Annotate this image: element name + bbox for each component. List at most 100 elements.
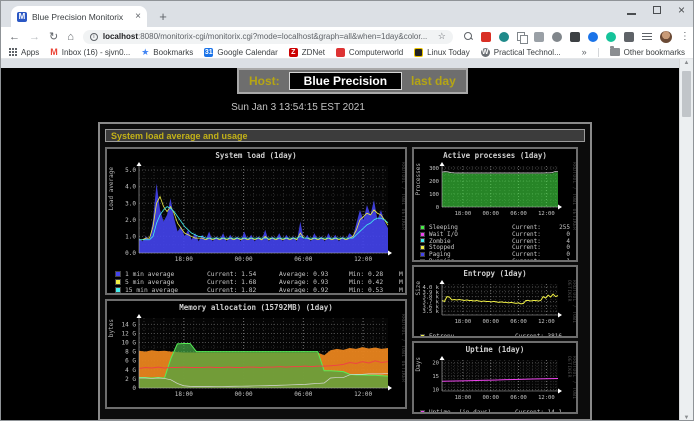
svg-text:00:00: 00:00 <box>235 256 253 263</box>
legend-swatch <box>420 410 425 412</box>
svg-text:12:00: 12:00 <box>538 395 555 401</box>
svg-text:200: 200 <box>429 179 439 185</box>
scroll-down-icon[interactable]: ▼ <box>683 415 690 421</box>
calendar-icon: 31 <box>204 47 214 57</box>
system-load-legend: 1 min average Current: 1.54 Average: 0.93 M… <box>109 270 403 294</box>
svg-text:06:00: 06:00 <box>510 211 527 217</box>
host-name[interactable]: Blue Precision <box>288 72 403 90</box>
svg-text:6 G: 6 G <box>125 358 136 365</box>
bookmark-apps[interactable]: Apps <box>9 48 39 57</box>
bookmark-google-calendar[interactable]: 31 Google Calendar <box>204 47 278 57</box>
extensions-puzzle-icon[interactable] <box>623 31 634 42</box>
mail-extension-icon[interactable] <box>480 31 491 42</box>
system-load-chart: 0.0 1.0 2.0 3.0 4.0 5.0 18:00 00:00 06:00 12:00 <box>109 161 403 269</box>
apps-grid-icon <box>9 48 17 56</box>
legend-text: Paging <box>429 251 451 259</box>
legend-text: Zombie <box>429 237 451 245</box>
browser-menu-icon[interactable]: ⋮ <box>679 30 690 42</box>
bookmark-star-icon[interactable]: ☆ <box>437 31 446 41</box>
reading-list-icon[interactable] <box>641 32 652 41</box>
legend-text: Max: 4.22 <box>399 270 403 278</box>
browser-toolbar: ← → ↻ ⌂ i localhost:8080/monitorix-cgi/m… <box>1 27 693 46</box>
bookmark-inbox[interactable]: M Inbox (16) - sjvn0... <box>50 47 130 57</box>
bookmark-linux-today[interactable]: Linux Today <box>414 47 470 57</box>
legend-text: 0 <box>566 230 570 238</box>
legend-text: Average: 0.93 <box>279 278 329 286</box>
bookmark-zdnet[interactable]: Z ZDNet <box>288 47 325 57</box>
entropy-ylabel: Size <box>415 281 422 296</box>
bookmark-computerworld[interactable]: Computerworld <box>335 47 403 57</box>
address-bar[interactable]: i localhost:8080/monitorix-cgi/monitorix… <box>82 29 453 44</box>
folder-icon <box>609 46 620 56</box>
page-scrollbar[interactable]: ▲ ▼ <box>679 59 693 421</box>
svg-text:10 G: 10 G <box>122 340 137 347</box>
uptime-chart: 10 15 20 18:00 00:00 06:00 12:00 <box>416 355 574 407</box>
maximize-icon[interactable] <box>652 6 661 14</box>
legend-text: 15 min average <box>125 286 179 294</box>
svg-text:15: 15 <box>432 374 439 380</box>
other-bookmarks[interactable]: Other bookmarks <box>609 46 685 57</box>
bookmark-bookmarks[interactable]: ★ Bookmarks <box>141 47 193 58</box>
uptime-panel: Uptime (1day) Days 10 15 20 18:00 00:00 06:00… <box>412 341 578 414</box>
chart-svg: 0.0 1.0 2.0 3.0 4.0 5.0 18:00 00:00 06:00 12:00 <box>125 162 392 263</box>
legend-text: Current: <box>512 244 541 252</box>
grammarly-extension-icon[interactable] <box>605 31 616 42</box>
legend-swatch <box>297 407 303 409</box>
home-icon[interactable]: ⌂ <box>67 30 74 43</box>
svg-text:5.0: 5.0 <box>125 167 136 174</box>
svg-text:18:00: 18:00 <box>455 211 472 217</box>
copy-extension-icon[interactable] <box>516 31 528 44</box>
svg-text:8 G: 8 G <box>125 349 136 356</box>
svg-text:06:00: 06:00 <box>510 395 527 401</box>
uptime-chart-title: Uptime (1day) <box>465 345 525 354</box>
legend-row: Used Cached Buffers Active Inactive <box>109 406 403 409</box>
reload-icon[interactable]: ↻ <box>49 30 59 43</box>
bookmark-label: Inbox (16) - sjvn0... <box>61 47 131 57</box>
legend-text: 5 min average <box>125 278 175 286</box>
close-icon[interactable]: × <box>677 3 685 17</box>
period-selector[interactable]: last day <box>411 74 456 88</box>
legend-text: 1 min average <box>125 270 175 278</box>
entropy-chart: 3.5 k 3.6 k 3.7 k 3.8 k 3.9 k 4.0 k 18:00 00:00… <box>416 279 574 331</box>
scroll-up-icon[interactable]: ▲ <box>683 60 690 66</box>
svg-text:3.6 k: 3.6 k <box>422 304 439 310</box>
page-content: Host: Blue Precision last day Sun Jan 3 … <box>1 68 681 420</box>
session-extension-icon[interactable] <box>498 31 509 42</box>
legend-text: Entropy <box>429 333 455 338</box>
new-tab-button[interactable]: + <box>159 9 167 24</box>
active-processes-panel: Active processes (1day) Processes 0 100 20… <box>412 147 578 262</box>
theme-extension-icon[interactable] <box>551 31 562 42</box>
profile-avatar[interactable] <box>659 30 672 43</box>
minimize-icon[interactable] <box>626 13 636 15</box>
bookmarks-overflow-icon[interactable]: » <box>581 47 587 57</box>
svg-text:2 G: 2 G <box>125 376 136 383</box>
messenger-extension-icon[interactable] <box>587 31 598 42</box>
search-icon[interactable] <box>463 32 473 41</box>
bookmark-practical-technology[interactable]: W Practical Technol... <box>480 47 561 57</box>
zdnet-icon: Z <box>288 47 298 57</box>
legend-swatch <box>420 238 425 244</box>
back-icon[interactable]: ← <box>9 30 20 43</box>
legend-swatch <box>420 252 425 258</box>
svg-text:18:00: 18:00 <box>175 391 193 398</box>
linux-today-icon <box>414 47 424 57</box>
entropy-chart-title: Entropy (1day) <box>463 269 527 278</box>
legend-swatch <box>420 224 425 230</box>
legend-text: Current: 3816 <box>515 333 562 338</box>
svg-text:00:00: 00:00 <box>482 395 499 401</box>
browser-tab[interactable]: M Blue Precision Monitorix × <box>11 6 147 27</box>
svg-text:4 G: 4 G <box>125 367 136 374</box>
legend-row: Uptime (in days) Current: 14.1 <box>416 409 574 412</box>
svg-text:06:00: 06:00 <box>294 391 312 398</box>
bookmarks-separator <box>597 47 599 57</box>
memory-allocation-panel: Memory allocation (15792MB) (1day) bytes… <box>105 299 407 409</box>
notes-extension-icon[interactable] <box>569 31 580 42</box>
site-info-icon[interactable]: i <box>89 32 98 41</box>
forward-icon[interactable]: → <box>29 30 40 43</box>
legend-swatch <box>115 287 121 293</box>
screenshot-extension-icon[interactable] <box>533 31 544 42</box>
svg-text:3.9 k: 3.9 k <box>422 290 439 296</box>
tab-close-icon[interactable]: × <box>135 10 141 22</box>
scrollbar-thumb[interactable] <box>682 71 691 117</box>
legend-text: 255 <box>559 223 570 231</box>
